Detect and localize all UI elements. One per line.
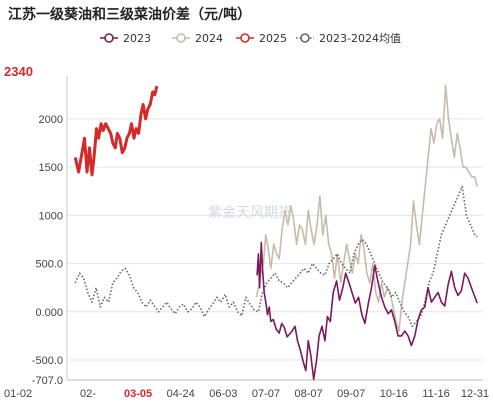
series-line-2023-2024均值 (74, 185, 478, 328)
y-tick-label: 2000 (39, 114, 63, 126)
x-tick-label: 03-05 (124, 388, 152, 400)
x-tick-label: 10-16 (380, 388, 408, 400)
legend-marker (300, 33, 310, 43)
y-tick-label: 1000 (39, 210, 63, 222)
y-tick-label: 0.000 (35, 307, 63, 319)
series-line-2023 (256, 241, 478, 381)
legend-marker (176, 33, 186, 43)
series-line-2025 (73, 85, 159, 177)
legend-marker (104, 33, 114, 43)
legend-label: 2024 (195, 32, 223, 45)
x-tick-label: 09-07 (337, 388, 365, 400)
y-tick-label: -707.0 (32, 375, 63, 387)
y-tick-label: 500.0 (35, 259, 63, 271)
x-tick-label: 07-07 (252, 388, 280, 400)
x-tick-label: 04-24 (167, 388, 195, 400)
watermark-text: 紫金天风期货 (208, 204, 292, 221)
legend: 2023 2024 2025 2023-2024均值 (100, 32, 401, 45)
x-tick-label: 12-31 (461, 388, 489, 400)
y-tick-label: 1500 (39, 162, 63, 174)
x-tick-label: 06-03 (209, 388, 237, 400)
x-tick-label: 01-02 (4, 388, 32, 400)
series-line-2024 (255, 84, 478, 332)
legend-marker (240, 33, 250, 43)
plot-area (73, 84, 478, 381)
x-tick-label: 08-07 (295, 388, 323, 400)
legend-label: 2023-2024均值 (319, 32, 401, 45)
x-tick-label: 11-16 (422, 388, 449, 400)
y-axis: -707.0 -500.0 0.000 500.0 1000 1500 2000 (32, 76, 68, 387)
y-tick-label: -500.0 (32, 355, 63, 367)
x-tick-label: 02- (80, 388, 96, 400)
x-axis: 01-02 02- 03-05 04-24 06-03 07-07 08-07 09-07 10… (4, 379, 489, 400)
legend-label: 2023 (123, 32, 151, 45)
latest-value-label: 2340 (4, 64, 33, 79)
chart-title: 江苏一级葵油和三级菜油价差（元/吨） (8, 7, 252, 23)
legend-label: 2025 (259, 32, 287, 45)
